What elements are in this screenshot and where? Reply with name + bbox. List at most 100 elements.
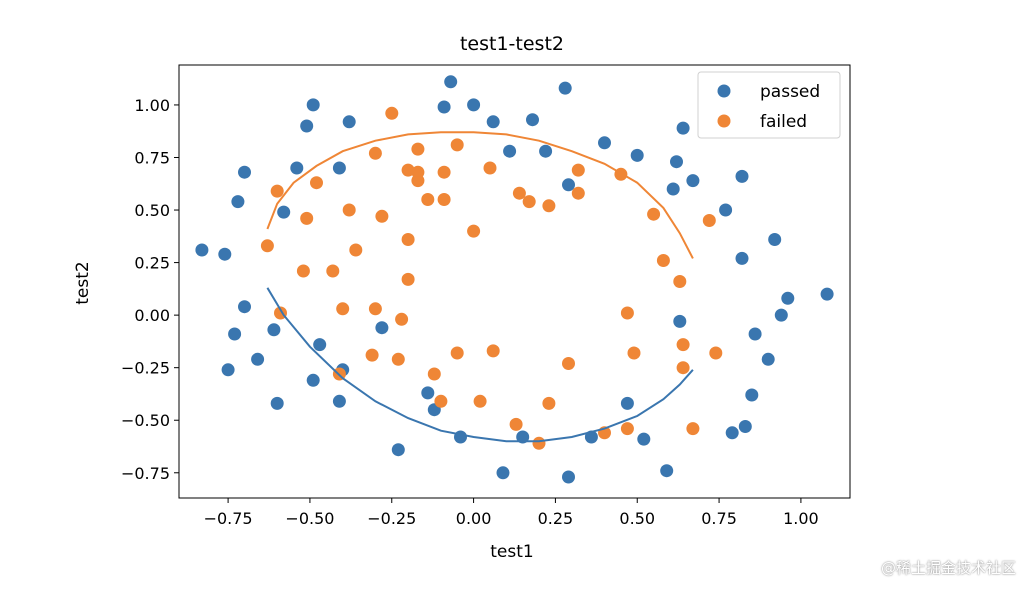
point-failed-1 <box>270 184 284 198</box>
point-passed-13 <box>306 98 320 112</box>
point-passed-44 <box>670 155 683 169</box>
point-failed-25 <box>427 367 441 381</box>
x-tick-label: −0.75 <box>204 509 253 528</box>
y-tick-label: 0.25 <box>134 254 170 273</box>
point-failed-36 <box>512 186 526 200</box>
point-passed-49 <box>725 426 739 440</box>
point-passed-47 <box>686 174 700 188</box>
point-failed-29 <box>450 138 464 152</box>
point-passed-32 <box>526 113 539 127</box>
point-passed-4 <box>231 195 245 209</box>
x-tick-label: 1.00 <box>783 509 819 528</box>
point-failed-51 <box>673 275 687 288</box>
point-failed-39 <box>542 199 556 213</box>
x-axis-label: test1 <box>490 542 533 562</box>
point-failed-26 <box>434 394 448 408</box>
point-failed-7 <box>336 302 350 316</box>
point-failed-31 <box>467 224 481 238</box>
point-passed-9 <box>270 396 284 410</box>
point-failed-20 <box>401 272 415 286</box>
point-passed-55 <box>761 352 775 366</box>
point-passed-20 <box>375 321 389 335</box>
x-tick-label: 0.00 <box>456 509 492 528</box>
point-failed-30 <box>450 346 464 360</box>
point-failed-37 <box>522 195 536 209</box>
legend-label-failed: failed <box>760 112 807 132</box>
point-passed-59 <box>820 287 834 301</box>
x-tick-label: 0.50 <box>619 509 655 528</box>
point-passed-8 <box>267 323 281 337</box>
point-passed-30 <box>503 144 517 158</box>
point-passed-41 <box>637 432 651 446</box>
point-passed-11 <box>290 161 304 175</box>
point-failed-56 <box>709 346 723 360</box>
point-failed-21 <box>411 142 425 156</box>
y-tick-label: 1.00 <box>134 96 170 115</box>
legend-marker-passed <box>717 84 731 98</box>
y-tick-label: −0.50 <box>121 411 170 430</box>
point-passed-14 <box>306 373 320 387</box>
point-passed-52 <box>738 420 752 433</box>
point-failed-34 <box>486 344 500 358</box>
point-passed-58 <box>781 291 795 305</box>
point-passed-7 <box>251 352 265 366</box>
point-passed-46 <box>676 121 690 135</box>
point-passed-18 <box>332 394 346 408</box>
point-passed-45 <box>673 314 687 328</box>
point-failed-8 <box>342 203 356 217</box>
point-passed-34 <box>558 81 572 95</box>
point-passed-48 <box>719 203 733 217</box>
point-passed-25 <box>444 75 458 89</box>
point-failed-28 <box>437 165 451 179</box>
point-failed-43 <box>571 186 585 200</box>
point-passed-57 <box>774 308 788 322</box>
point-passed-53 <box>745 388 759 402</box>
point-passed-3 <box>228 327 242 341</box>
legend-label-passed: passed <box>760 82 820 102</box>
y-tick-label: 0.00 <box>134 306 170 325</box>
y-tick-label: 0.75 <box>134 148 170 167</box>
x-tick-label: 0.25 <box>538 509 574 528</box>
point-failed-27 <box>437 193 451 206</box>
point-failed-42 <box>571 163 585 177</box>
point-failed-19 <box>401 233 415 246</box>
point-passed-26 <box>454 430 467 444</box>
point-passed-6 <box>238 300 251 314</box>
point-passed-43 <box>666 182 680 196</box>
point-passed-40 <box>630 148 644 162</box>
point-failed-49 <box>647 207 661 221</box>
legend: passed failed <box>697 71 841 139</box>
point-passed-0 <box>195 243 209 257</box>
point-passed-1 <box>218 247 232 261</box>
point-passed-28 <box>486 115 500 129</box>
watermark: @稀土掘金技术社区 <box>880 559 1016 577</box>
y-tick-label: −0.25 <box>121 359 170 378</box>
boundary-curve-0 <box>266 131 694 259</box>
y-axis-label: test2 <box>73 261 93 304</box>
point-failed-5 <box>310 176 323 190</box>
point-passed-29 <box>496 466 510 480</box>
point-passed-15 <box>313 338 327 352</box>
point-passed-38 <box>598 136 611 150</box>
y-axis: −0.75 −0.50 −0.25 0.00 0.25 0.50 0.75 1.00 <box>121 96 179 483</box>
point-failed-35 <box>509 417 523 431</box>
point-failed-9 <box>349 243 363 257</box>
point-passed-2 <box>221 363 235 377</box>
point-failed-24 <box>421 193 435 206</box>
point-failed-6 <box>326 264 340 278</box>
point-passed-19 <box>342 115 356 129</box>
boundary-curve-1 <box>266 287 694 443</box>
x-axis: −0.75 −0.50 −0.25 0.00 0.25 0.50 0.75 1.00 <box>204 498 819 528</box>
point-failed-13 <box>365 348 379 362</box>
point-passed-5 <box>238 165 251 179</box>
point-passed-16 <box>332 161 346 175</box>
point-failed-18 <box>401 163 415 177</box>
point-passed-50 <box>735 169 749 183</box>
legend-marker-failed <box>717 114 731 128</box>
point-failed-23 <box>411 174 425 188</box>
point-failed-0 <box>260 239 274 253</box>
point-passed-10 <box>277 205 291 219</box>
x-tick-label: −0.50 <box>285 509 334 528</box>
point-passed-36 <box>562 470 575 484</box>
